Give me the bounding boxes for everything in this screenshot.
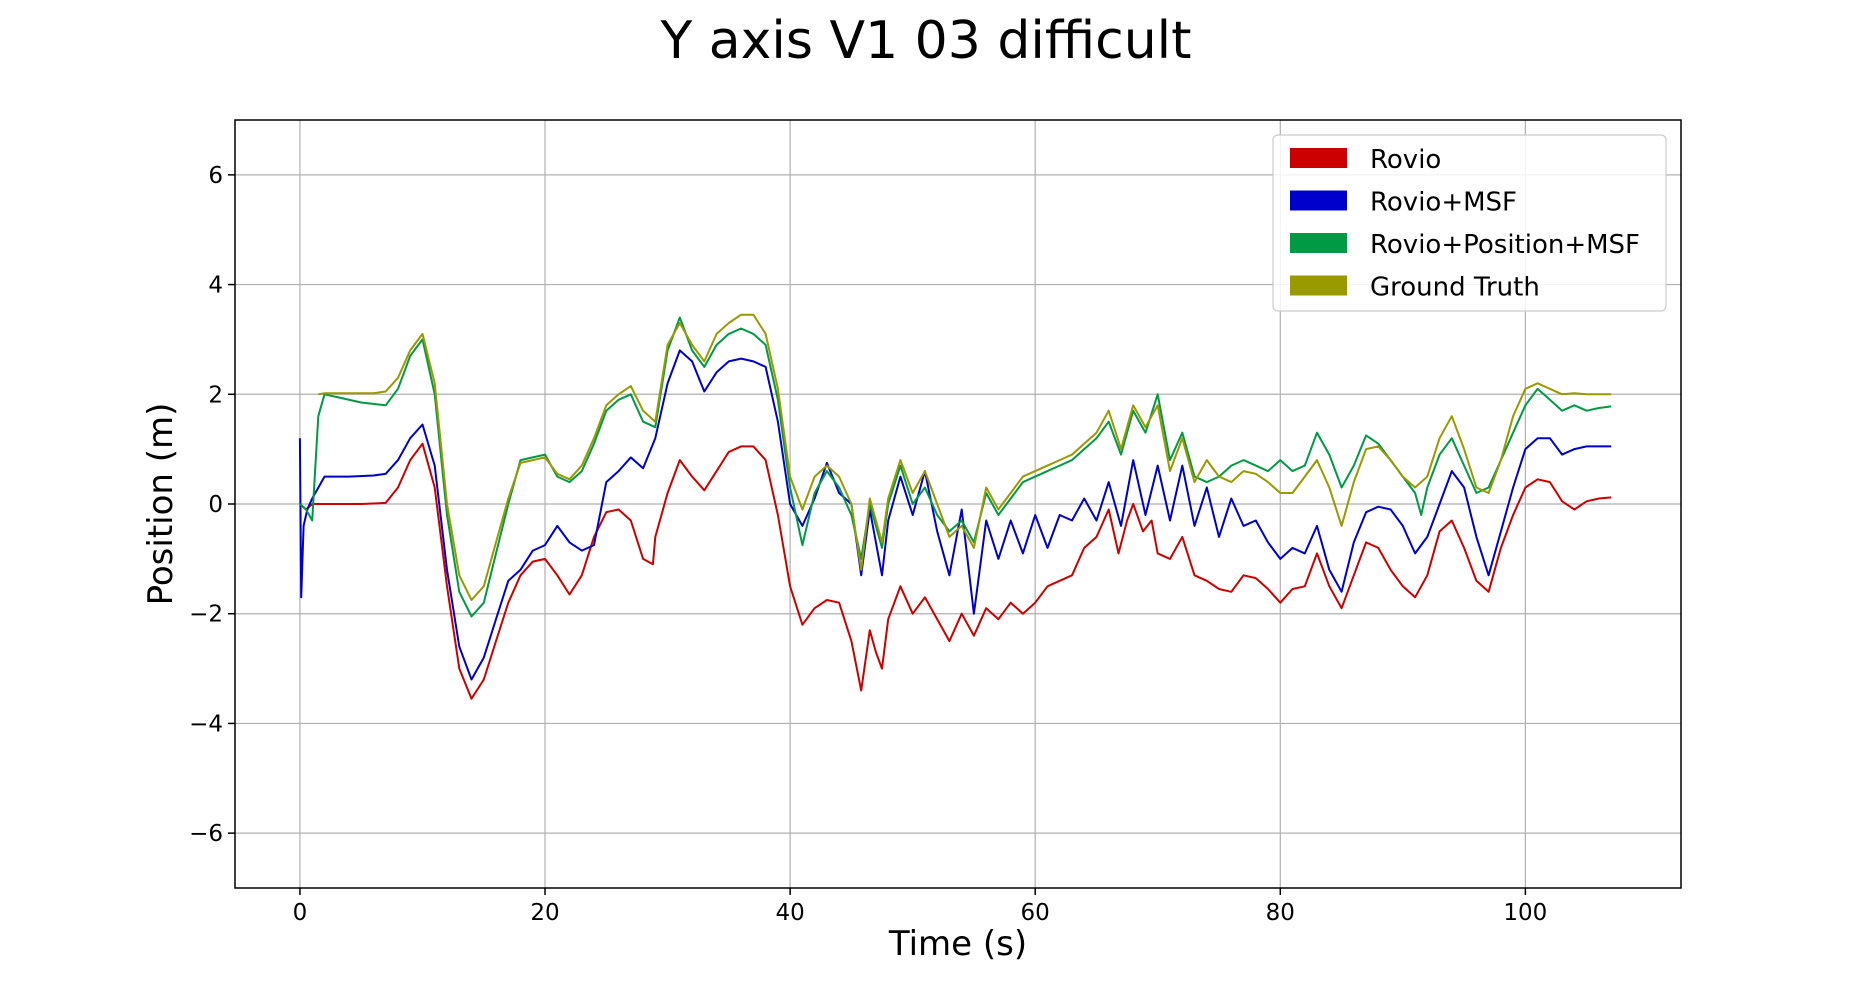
legend-label-rovio-position-msf: Rovio+Position+MSF [1370,230,1640,260]
ticks-layer: 0 20 40 60 80 100 −6 −4 −2 0 2 4 6 [189,163,1547,926]
legend-swatch-rovio [1290,148,1347,168]
x-tick-label: 0 [293,900,308,926]
legend-swatch-rovio-position-msf [1290,233,1347,253]
x-tick-label: 100 [1503,900,1547,926]
chart-title: Y axis V1 03 difficult [660,11,1192,71]
legend-label-rovio: Rovio [1370,145,1441,175]
series-line-rovio-position-msf [299,316,1612,618]
x-tick-label: 80 [1266,900,1295,926]
x-axis-label: Time (s) [888,924,1027,964]
y-tick-label: 2 [208,382,223,408]
x-tick-label: 60 [1021,900,1050,926]
legend: Rovio Rovio+MSF Rovio+Position+MSF Ground T… [1272,134,1667,312]
legend-swatch-ground-truth [1290,275,1347,296]
legend-label-ground-truth: Ground Truth [1370,273,1540,303]
series-line-ground-truth [318,313,1612,601]
series-line-rovio-msf [298,349,1612,681]
legend-swatch-rovio-msf [1290,190,1347,211]
series-line-rovio [299,442,1612,700]
x-tick-label: 20 [530,900,559,926]
y-tick-label: −6 [189,821,223,847]
y-tick-label: −4 [189,711,223,737]
legend-label-rovio-msf: Rovio+MSF [1370,188,1517,218]
y-axis-label: Position (m) [141,403,181,606]
y-tick-label: 0 [208,492,223,518]
y-tick-label: 4 [208,273,223,299]
y-tick-label: −2 [189,602,223,628]
series-layer [298,313,1612,700]
y-tick-label: 6 [208,163,223,189]
x-tick-label: 40 [775,900,804,926]
legend-frame [1272,134,1667,312]
